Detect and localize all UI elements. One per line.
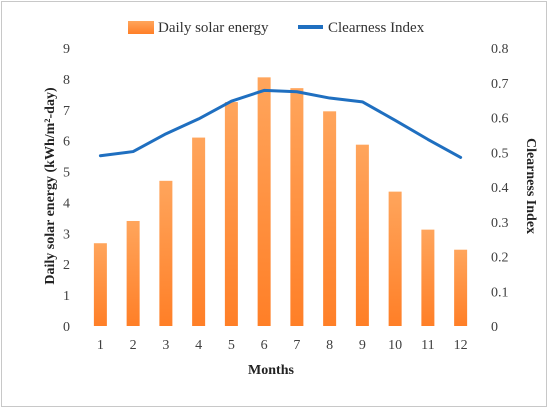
bar-month-1 <box>93 243 107 326</box>
clearness-index-line <box>98 88 463 159</box>
y-tick-label: 8 <box>63 73 70 88</box>
legend-label-daily-solar-energy: Daily solar energy <box>158 20 269 36</box>
x-tick-label: 7 <box>293 338 300 353</box>
x-tick-label: 2 <box>130 338 137 353</box>
y-tick-label: 6 <box>63 135 70 150</box>
y-tick-label: 9 <box>63 42 70 57</box>
y2-tick-label: 0.1 <box>491 285 509 300</box>
x-tick-label: 8 <box>326 338 333 353</box>
y2-axis-title: Clearness Index <box>523 138 538 234</box>
bar-month-10 <box>388 191 402 326</box>
bar-month-6 <box>257 77 271 326</box>
y-axis-right: 0 0.1 0.2 0.3 0.4 0.5 0.6 0.7 0.8 <box>491 42 509 335</box>
bar-month-12 <box>454 249 468 326</box>
y-axis-left: 0 1 2 3 4 5 6 7 8 9 <box>63 42 70 335</box>
y-axis-title: Daily solar energy (kWh/m²-day) <box>43 87 58 285</box>
x-tick-label: 6 <box>261 338 268 353</box>
legend-label-clearness-index: Clearness Index <box>328 20 425 36</box>
bar-series <box>93 77 468 326</box>
y-tick-label: 7 <box>63 104 70 119</box>
legend-swatch-daily-solar-energy <box>128 21 154 34</box>
line-series <box>98 88 463 159</box>
bar-month-4 <box>192 137 206 326</box>
x-tick-label: 11 <box>421 338 434 353</box>
x-tick-label: 5 <box>228 338 235 353</box>
y2-tick-label: 0.6 <box>491 112 509 127</box>
x-axis: 1 2 3 4 5 6 7 8 9 10 11 12 <box>97 338 468 353</box>
y-tick-label: 4 <box>63 196 70 211</box>
y2-tick-label: 0.3 <box>491 216 509 231</box>
x-tick-label: 4 <box>195 338 202 353</box>
y2-tick-label: 0.5 <box>491 146 509 161</box>
x-tick-label: 12 <box>454 338 468 353</box>
y-tick-label: 2 <box>63 258 70 273</box>
y2-tick-label: 0.2 <box>491 251 509 266</box>
bar-month-2 <box>126 220 140 326</box>
bar-month-3 <box>159 180 173 326</box>
y2-tick-label: 0.8 <box>491 42 509 57</box>
y-tick-label: 0 <box>63 320 70 335</box>
bar-month-9 <box>355 144 369 326</box>
y-tick-label: 1 <box>63 289 70 304</box>
y-tick-label: 5 <box>63 166 70 181</box>
legend: Daily solar energy Clearness Index <box>128 20 425 36</box>
bar-month-11 <box>421 229 435 326</box>
y2-tick-label: 0.4 <box>491 181 509 196</box>
x-tick-label: 1 <box>97 338 104 353</box>
x-tick-label: 9 <box>359 338 366 353</box>
y2-tick-label: 0.7 <box>491 77 509 92</box>
x-tick-label: 3 <box>162 338 169 353</box>
bar-month-7 <box>290 88 304 326</box>
bar-month-8 <box>323 111 337 326</box>
bar-month-5 <box>224 102 238 326</box>
x-tick-label: 10 <box>388 338 402 353</box>
x-axis-title: Months <box>248 363 294 378</box>
y2-tick-label: 0 <box>491 320 498 335</box>
y-tick-label: 3 <box>63 227 70 242</box>
